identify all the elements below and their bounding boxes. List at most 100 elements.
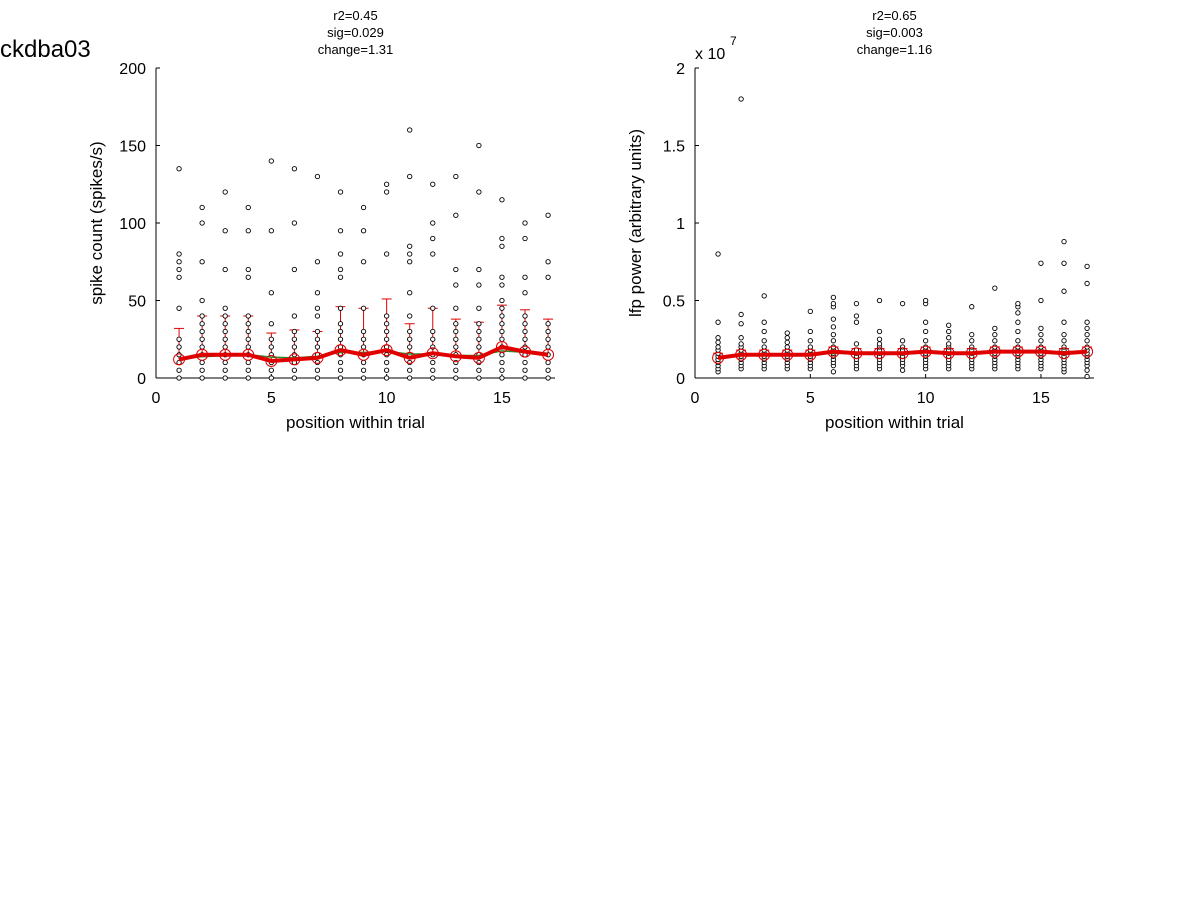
data-point — [199, 204, 205, 211]
data-point — [383, 328, 390, 335]
data-point — [784, 330, 790, 336]
data-point — [176, 344, 182, 350]
data-point — [314, 290, 321, 296]
data-point — [761, 328, 767, 335]
mean-marker — [542, 348, 555, 361]
data-point — [476, 344, 482, 350]
chart-title-line: change=1.16 — [857, 42, 933, 57]
mean-line — [717, 349, 1088, 360]
data-point — [430, 251, 436, 257]
data-point — [476, 375, 482, 381]
data-point — [383, 313, 390, 319]
mean-marker — [311, 351, 324, 364]
data-point — [830, 294, 837, 301]
data-point — [222, 375, 228, 381]
data-point — [383, 352, 390, 358]
data-point — [499, 328, 505, 335]
mean-marker — [242, 348, 255, 361]
y-tick-label: 1 — [676, 216, 685, 233]
data-point — [360, 359, 367, 366]
data-point — [499, 375, 505, 381]
mean-marker — [827, 345, 840, 358]
data-point — [738, 96, 744, 102]
data-point — [715, 335, 721, 341]
data-point — [499, 313, 505, 319]
data-point — [222, 336, 228, 342]
data-point — [291, 336, 298, 342]
data-point — [784, 344, 790, 350]
exponent-label: x 10 — [695, 46, 725, 63]
mean-marker — [1034, 345, 1047, 358]
data-point — [176, 305, 182, 311]
data-point — [360, 305, 367, 311]
data-point — [784, 335, 790, 341]
y-axis-label: spike count (spikes/s) — [87, 141, 106, 304]
data-point — [291, 266, 298, 273]
data-point — [222, 344, 228, 350]
data-point — [761, 319, 767, 325]
data-point — [245, 204, 251, 211]
data-point — [1015, 300, 1021, 307]
figure-label: ckdba03 — [0, 36, 91, 63]
data-point — [761, 338, 767, 344]
data-point — [407, 290, 413, 296]
x-tick-label: 0 — [152, 390, 161, 407]
mean-marker — [288, 353, 301, 366]
data-point — [522, 367, 528, 373]
x-tick-label: 10 — [378, 390, 396, 407]
data-point — [245, 336, 251, 342]
data-point — [969, 304, 975, 310]
data-point — [383, 359, 390, 366]
data-point — [1084, 263, 1090, 270]
data-point — [222, 313, 228, 319]
x-tick-label: 0 — [691, 390, 700, 407]
mean-marker — [219, 348, 232, 361]
data-point — [430, 220, 436, 226]
data-point — [499, 274, 505, 280]
data-point — [738, 341, 744, 347]
data-point — [360, 259, 367, 265]
data-point — [899, 367, 906, 373]
data-point — [1084, 280, 1090, 287]
data-point — [383, 181, 390, 187]
data-point — [545, 367, 551, 373]
x-tick-label: 5 — [267, 390, 276, 407]
y-axis-label: lfp power (arbitrary units) — [626, 129, 645, 317]
data-point — [1084, 367, 1090, 373]
data-point — [922, 338, 929, 344]
data-point — [1084, 338, 1090, 344]
data-point — [476, 336, 482, 342]
data-point — [545, 344, 551, 350]
data-point — [830, 344, 837, 350]
mean-marker — [781, 348, 794, 361]
data-point — [245, 274, 251, 280]
data-point — [1038, 344, 1044, 350]
data-point — [268, 158, 274, 164]
data-point — [476, 142, 482, 149]
data-point — [784, 339, 790, 345]
data-point — [830, 369, 837, 375]
data-point — [222, 305, 228, 311]
data-point — [291, 352, 298, 358]
data-point — [499, 305, 505, 311]
data-point — [807, 328, 813, 335]
data-point — [407, 375, 413, 381]
data-point — [314, 367, 321, 373]
data-point — [1061, 344, 1067, 350]
data-point — [337, 274, 344, 280]
data-point — [545, 375, 551, 381]
data-point — [969, 338, 975, 344]
y-tick-label: 100 — [119, 216, 146, 233]
data-point — [1084, 325, 1090, 332]
data-point — [199, 328, 205, 335]
mean-marker — [988, 345, 1001, 358]
data-point — [830, 300, 837, 307]
data-point — [522, 359, 528, 366]
data-point — [291, 367, 298, 373]
y-tick-label: 0 — [137, 371, 146, 388]
data-point — [407, 367, 413, 373]
data-point — [522, 290, 528, 296]
data-point — [476, 189, 482, 195]
mean-marker — [758, 348, 771, 361]
mean-marker — [173, 353, 186, 366]
